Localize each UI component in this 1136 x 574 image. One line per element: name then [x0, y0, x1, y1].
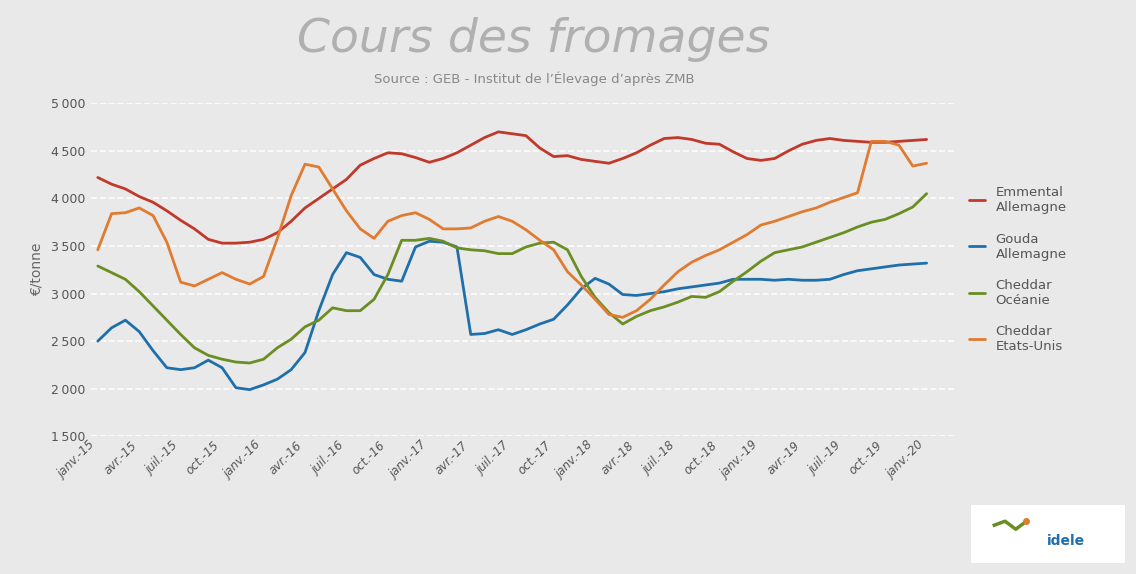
Emmental
Allemagne [270, 229, 284, 236]
Cheddar
Océanie [824, 234, 837, 241]
Cheddar
Etats-Unis [616, 314, 629, 321]
Emmental
Allemagne [616, 155, 629, 162]
Cheddar
Etats-Unis [284, 192, 298, 199]
Cheddar
Etats-Unis [257, 273, 270, 280]
Gouda
Allemagne [837, 271, 851, 278]
Gouda
Allemagne [298, 349, 311, 356]
Cheddar
Océanie [602, 309, 616, 316]
Cheddar
Etats-Unis [91, 246, 105, 253]
Gouda
Allemagne [616, 291, 629, 298]
Line: Emmental
Allemagne: Emmental Allemagne [98, 132, 927, 243]
Emmental
Allemagne [561, 152, 575, 159]
Emmental
Allemagne [298, 204, 311, 211]
Line: Cheddar
Océanie: Cheddar Océanie [98, 193, 927, 363]
Cheddar
Océanie [270, 344, 284, 351]
Y-axis label: €/tonne: €/tonne [30, 243, 44, 296]
Gouda
Allemagne [561, 301, 575, 308]
Cheddar
Etats-Unis [824, 199, 837, 205]
Gouda
Allemagne [91, 338, 105, 344]
Cheddar
Etats-Unis [588, 296, 602, 302]
Text: Cours des fromages: Cours des fromages [298, 17, 770, 62]
Cheddar
Océanie [395, 237, 409, 244]
Cheddar
Océanie [546, 239, 560, 246]
Text: Source : GEB - Institut de l’Élevage d’après ZMB: Source : GEB - Institut de l’Élevage d’a… [374, 72, 694, 86]
Emmental
Allemagne [920, 136, 934, 143]
Cheddar
Etats-Unis [920, 160, 934, 166]
Emmental
Allemagne [837, 137, 851, 144]
Cheddar
Etats-Unis [864, 138, 878, 145]
Line: Gouda
Allemagne: Gouda Allemagne [98, 241, 927, 390]
Legend: Emmental
Allemagne, Gouda
Allemagne, Cheddar
Océanie, Cheddar
Etats-Unis: Emmental Allemagne, Gouda Allemagne, Che… [962, 180, 1074, 360]
Emmental
Allemagne [395, 150, 409, 157]
Gouda
Allemagne [395, 278, 409, 285]
Gouda
Allemagne [423, 238, 436, 245]
Gouda
Allemagne [920, 259, 934, 266]
Emmental
Allemagne [216, 240, 229, 247]
Cheddar
Océanie [920, 190, 934, 197]
Gouda
Allemagne [243, 386, 257, 393]
Cheddar
Océanie [243, 359, 257, 366]
Cheddar
Etats-Unis [381, 218, 394, 224]
Gouda
Allemagne [270, 376, 284, 383]
Line: Cheddar
Etats-Unis: Cheddar Etats-Unis [98, 141, 927, 317]
Cheddar
Océanie [298, 323, 311, 330]
Text: idele: idele [1047, 534, 1085, 548]
Emmental
Allemagne [91, 174, 105, 181]
Emmental
Allemagne [492, 129, 506, 135]
Cheddar
Océanie [91, 262, 105, 269]
Cheddar
Etats-Unis [533, 237, 546, 244]
